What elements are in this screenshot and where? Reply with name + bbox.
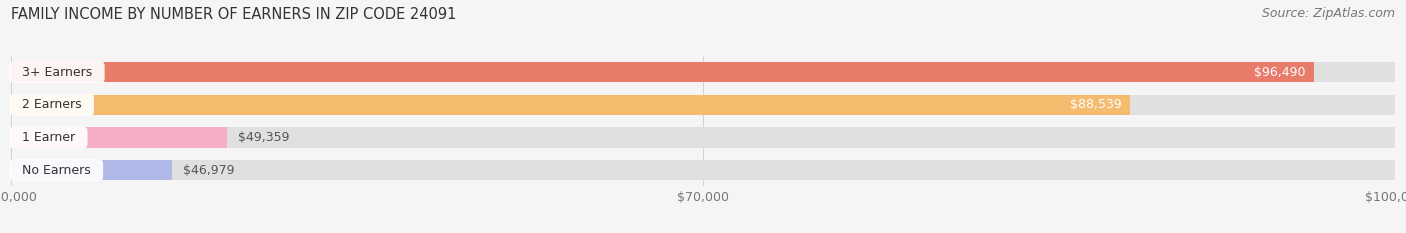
Bar [11,62,1313,82]
Text: $49,359: $49,359 [238,131,290,144]
Text: 3+ Earners: 3+ Earners [14,66,100,79]
Bar [11,95,1130,115]
Text: $96,490: $96,490 [1254,66,1306,79]
Text: No Earners: No Earners [14,164,98,177]
Bar [11,127,226,147]
Text: Source: ZipAtlas.com: Source: ZipAtlas.com [1261,7,1395,20]
Text: 1 Earner: 1 Earner [14,131,83,144]
Bar [11,127,1395,147]
Bar [11,95,1395,115]
Text: $46,979: $46,979 [183,164,235,177]
Text: $88,539: $88,539 [1070,98,1122,111]
Text: 2 Earners: 2 Earners [14,98,90,111]
Bar [11,160,172,180]
Bar [11,62,1395,82]
Bar [11,160,1395,180]
Text: FAMILY INCOME BY NUMBER OF EARNERS IN ZIP CODE 24091: FAMILY INCOME BY NUMBER OF EARNERS IN ZI… [11,7,457,22]
